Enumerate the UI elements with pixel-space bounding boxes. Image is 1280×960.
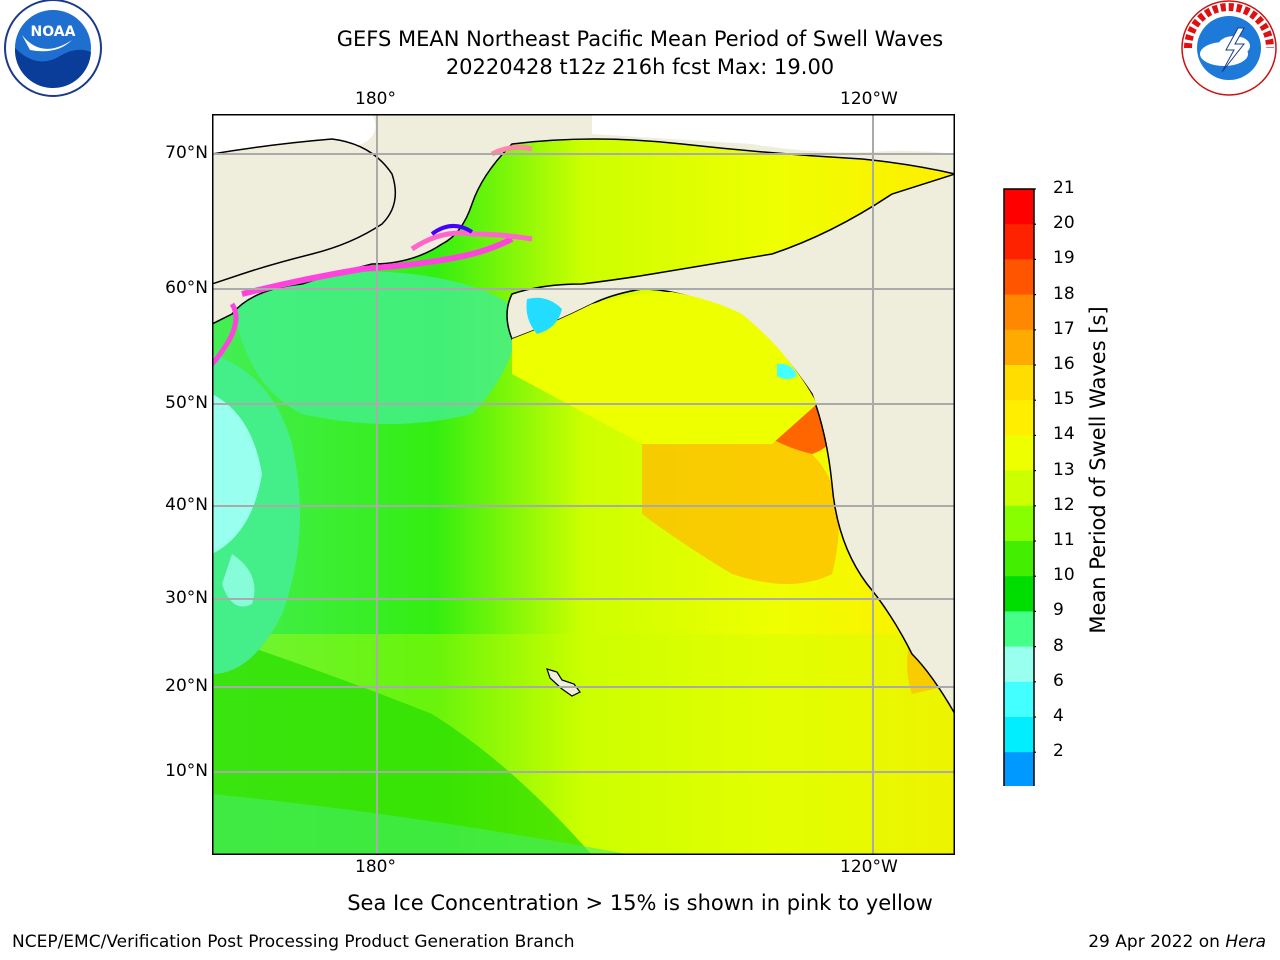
lon-label-top-180: 180°: [355, 89, 396, 109]
colorbar: [1003, 188, 1036, 786]
map-subtitle: 20220428 t12z 216h fcst Max: 19.00: [445, 55, 835, 79]
svg-text:NOAA: NOAA: [31, 24, 76, 40]
colorbar-tick-label: 10: [1053, 565, 1075, 586]
lat-label-10n: 10°N: [165, 761, 208, 781]
lat-label-50n: 50°N: [165, 393, 208, 413]
colorbar-tick-label: 15: [1053, 389, 1075, 410]
colorbar-tick-label: 9: [1053, 600, 1064, 621]
colorbar-segment: [1004, 189, 1034, 225]
lat-label-40n: 40°N: [165, 495, 208, 515]
credit-machine: Hera: [1225, 932, 1266, 952]
colorbar-tick-label: 14: [1053, 424, 1075, 445]
colorbar-tick-label: 21: [1053, 178, 1075, 198]
lon-label-bottom-180: 180°: [355, 857, 396, 877]
colorbar-segment: [1004, 400, 1034, 436]
colorbar-tick-label: 6: [1053, 670, 1064, 691]
colorbar-tick-label: 19: [1053, 248, 1075, 269]
colorbar-segment: [1004, 259, 1034, 296]
noaa-logo: NOAA: [4, 0, 102, 97]
lat-label-30n: 30°N: [165, 588, 208, 608]
lat-label-60n: 60°N: [165, 278, 208, 298]
colorbar-tick-label: 18: [1053, 283, 1075, 304]
colorbar-segment: [1004, 329, 1034, 366]
colorbar-segment: [1004, 611, 1034, 648]
sea-ice-footnote: Sea Ice Concentration > 15% is shown in …: [347, 891, 933, 915]
map-title: GEFS MEAN Northeast Pacific Mean Period …: [336, 27, 944, 51]
colorbar-segment: [1004, 435, 1034, 472]
lat-label-20n: 20°N: [165, 676, 208, 696]
colorbar-segment: [1004, 717, 1034, 753]
colorbar-segment: [1004, 646, 1034, 683]
colorbar-segment: [1004, 576, 1034, 612]
colorbar-segment: [1004, 294, 1034, 331]
map-panel: [212, 114, 955, 855]
colorbar-tick-label: 20: [1053, 213, 1075, 234]
colorbar-segment: [1004, 752, 1034, 786]
credit-left: NCEP/EMC/Verification Post Processing Pr…: [12, 932, 575, 952]
colorbar-tick-label: 12: [1053, 494, 1075, 515]
lon-label-bottom-120w: 120°W: [840, 857, 898, 877]
colorbar-segment: [1004, 365, 1034, 401]
colorbar-tick-label: 16: [1053, 354, 1075, 374]
colorbar-tick-label: 11: [1053, 530, 1075, 550]
colorbar-segment: [1004, 470, 1034, 507]
colorbar-segment: [1004, 681, 1034, 718]
colorbar-tick-label: 4: [1053, 706, 1064, 726]
colorbar-segment: [1004, 224, 1034, 260]
colorbar-segment: [1004, 505, 1034, 542]
credit-right: 29 Apr 2022 on Hera: [1088, 932, 1266, 952]
nws-logo: [1181, 0, 1277, 96]
colorbar-tick-label: 13: [1053, 459, 1075, 480]
colorbar-tick-label: 2: [1053, 741, 1064, 762]
colorbar-tick-label: 8: [1053, 635, 1064, 656]
colorbar-tick-label: 17: [1053, 318, 1075, 339]
credit-date: 29 Apr 2022 on: [1088, 932, 1226, 952]
colorbar-title: Mean Period of Swell Waves [s]: [1086, 306, 1110, 634]
lat-label-70n: 70°N: [165, 143, 208, 163]
lon-label-top-120w: 120°W: [840, 89, 898, 109]
colorbar-segment: [1004, 541, 1034, 577]
